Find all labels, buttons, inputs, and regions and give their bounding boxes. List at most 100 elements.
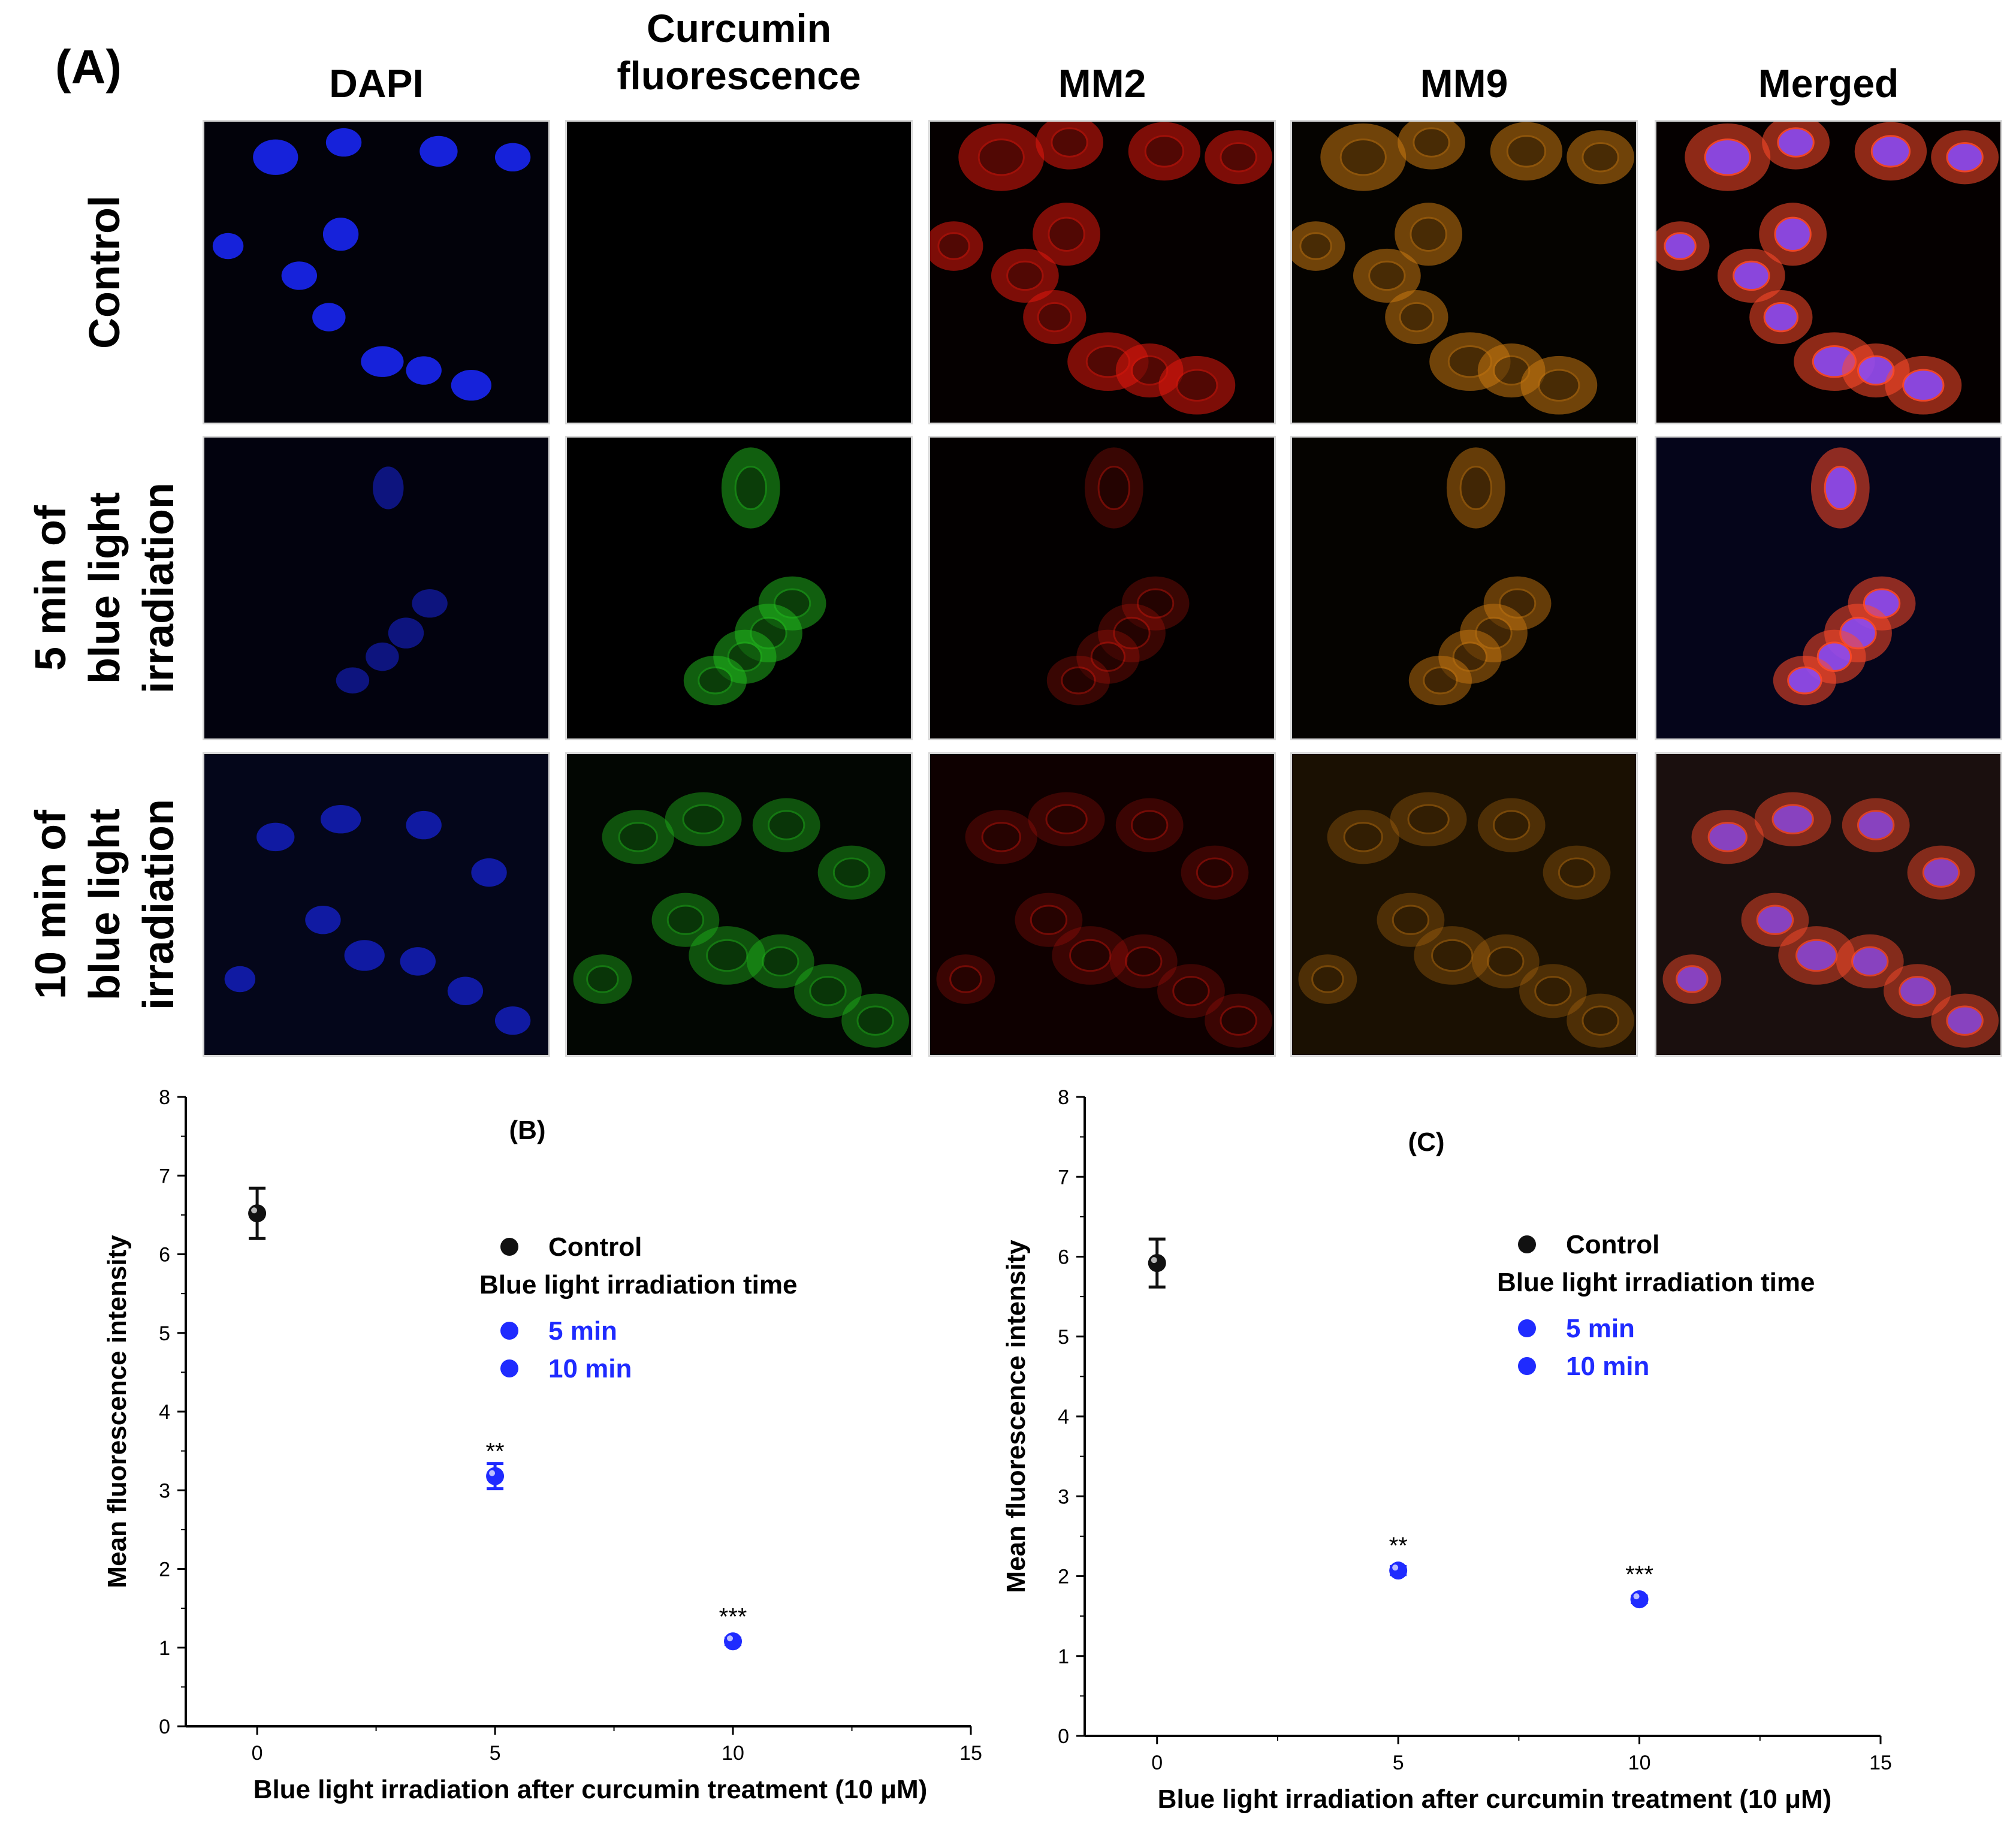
cell [325,128,362,157]
column-header-line: Curcumin [646,6,832,50]
significance-marker: *** [1625,1561,1653,1588]
cell-nucleus [750,616,787,650]
cell-nucleus [1777,127,1815,158]
row-header-line: blue light [81,492,129,684]
x-axis-label: Blue light irradiation after curcumin tr… [253,1775,928,1804]
cell-nucleus [1756,905,1794,935]
cell [1023,290,1087,345]
y-tick-label: 7 [1058,1166,1069,1189]
panel-label: (C) [1408,1127,1444,1157]
micrograph-dapi-row-1 [203,120,550,424]
cell-nucleus [1870,135,1911,168]
cell [212,233,244,260]
row-header-2: 5 min of blue light irradiation [9,436,201,740]
cell-nucleus [1946,1005,1984,1036]
cell [388,617,424,649]
cell [400,947,436,976]
cell-nucleus [1220,1005,1257,1036]
legend-marker [1518,1357,1536,1375]
cell [1205,130,1273,185]
micrograph-dapi-row-2 [203,436,550,740]
row-header-line: 10 min of [27,809,75,1000]
cell [1298,954,1357,1004]
legend-marker [500,1322,518,1340]
cell-nucleus [949,965,982,993]
micrograph-mm9-row-3 [1290,752,1638,1057]
y-tick-label: 2 [159,1558,170,1581]
cell [420,135,458,167]
cell [256,822,295,852]
micrograph-mm2-row-2 [928,436,1276,740]
cell [1076,629,1140,684]
legend-marker-control [1518,1235,1536,1253]
chart-c: 0 1 2 3 4 5 6 7 8 0 5 10 15 Blue light irradiation af… [1001,1086,1892,1814]
x-tick-label: 5 [490,1742,501,1765]
cell [1033,203,1101,266]
significance-marker: ** [1389,1533,1408,1559]
legend-label: 5 min [1566,1314,1635,1343]
cell-nucleus [1771,804,1814,834]
legend-heading: Blue light irradiation time [1497,1268,1815,1297]
cell [1567,993,1635,1048]
y-tick-label: 3 [159,1479,170,1502]
column-header-line: fluorescence [617,53,861,98]
x-tick-label: 0 [1151,1751,1163,1774]
legend-label-control: Control [548,1232,642,1262]
y-tick-label: 6 [159,1244,170,1267]
micrograph-mm9-row-1 [1290,120,1638,424]
cell [494,1006,531,1035]
cell [1098,604,1166,662]
cell-nucleus [1069,939,1112,972]
cell-nucleus [1172,976,1210,1006]
y-tick-label: 6 [1058,1246,1069,1269]
data-point [486,1467,505,1485]
y-tick-label: 8 [159,1086,170,1109]
cell-nucleus [762,946,799,977]
cell-nucleus [1534,976,1572,1006]
legend-marker-control [500,1238,518,1256]
cell-nucleus [767,810,805,840]
cell [991,248,1059,303]
column-header-merged: Merged [1655,60,2002,107]
cell [746,934,814,988]
cell-nucleus [832,857,871,888]
y-tick-label: 5 [1058,1326,1069,1349]
data-point-highlight [1151,1257,1157,1264]
x-axis-label: Blue light irradiation after curcumin tr… [1158,1784,1832,1814]
cell [1205,993,1273,1048]
cell-nucleus [1097,465,1131,511]
cell [322,218,359,251]
row-header-line: irradiation [135,482,183,694]
cell [1084,447,1143,529]
cell [713,629,777,684]
cell [735,604,802,662]
cell [1414,926,1491,985]
chart-b: 0 1 2 3 4 5 6 7 8 0 5 10 15 Blue light irradiation af… [102,1086,982,1804]
cell [373,466,404,510]
cell [224,966,256,993]
cell-nucleus [1676,965,1709,993]
cell [1353,248,1421,303]
y-tick-label: 4 [1058,1406,1069,1428]
cell [447,976,484,1005]
data-point [1148,1254,1166,1273]
legend-label: 5 min [548,1316,617,1346]
significance-marker: ** [485,1439,504,1465]
column-header-dapi: DAPI [203,60,550,107]
cell-nucleus [682,804,725,834]
cell [1398,122,1465,170]
cell-nucleus [1368,260,1406,291]
cell-nucleus [1136,588,1175,619]
cell-nucleus [1824,465,1857,511]
x-tick-label: 15 [1869,1751,1892,1774]
cell-nucleus [1902,369,1945,402]
row-header-line: irradiation [135,798,183,1011]
y-tick-label: 0 [159,1716,170,1738]
data-point-highlight [1633,1593,1640,1600]
row-header-line: 5 min of [27,505,75,671]
cell-nucleus [977,138,1025,176]
cell [965,810,1037,864]
cell [758,576,826,631]
y-tick-label: 2 [1058,1566,1069,1588]
cell [1385,290,1448,345]
